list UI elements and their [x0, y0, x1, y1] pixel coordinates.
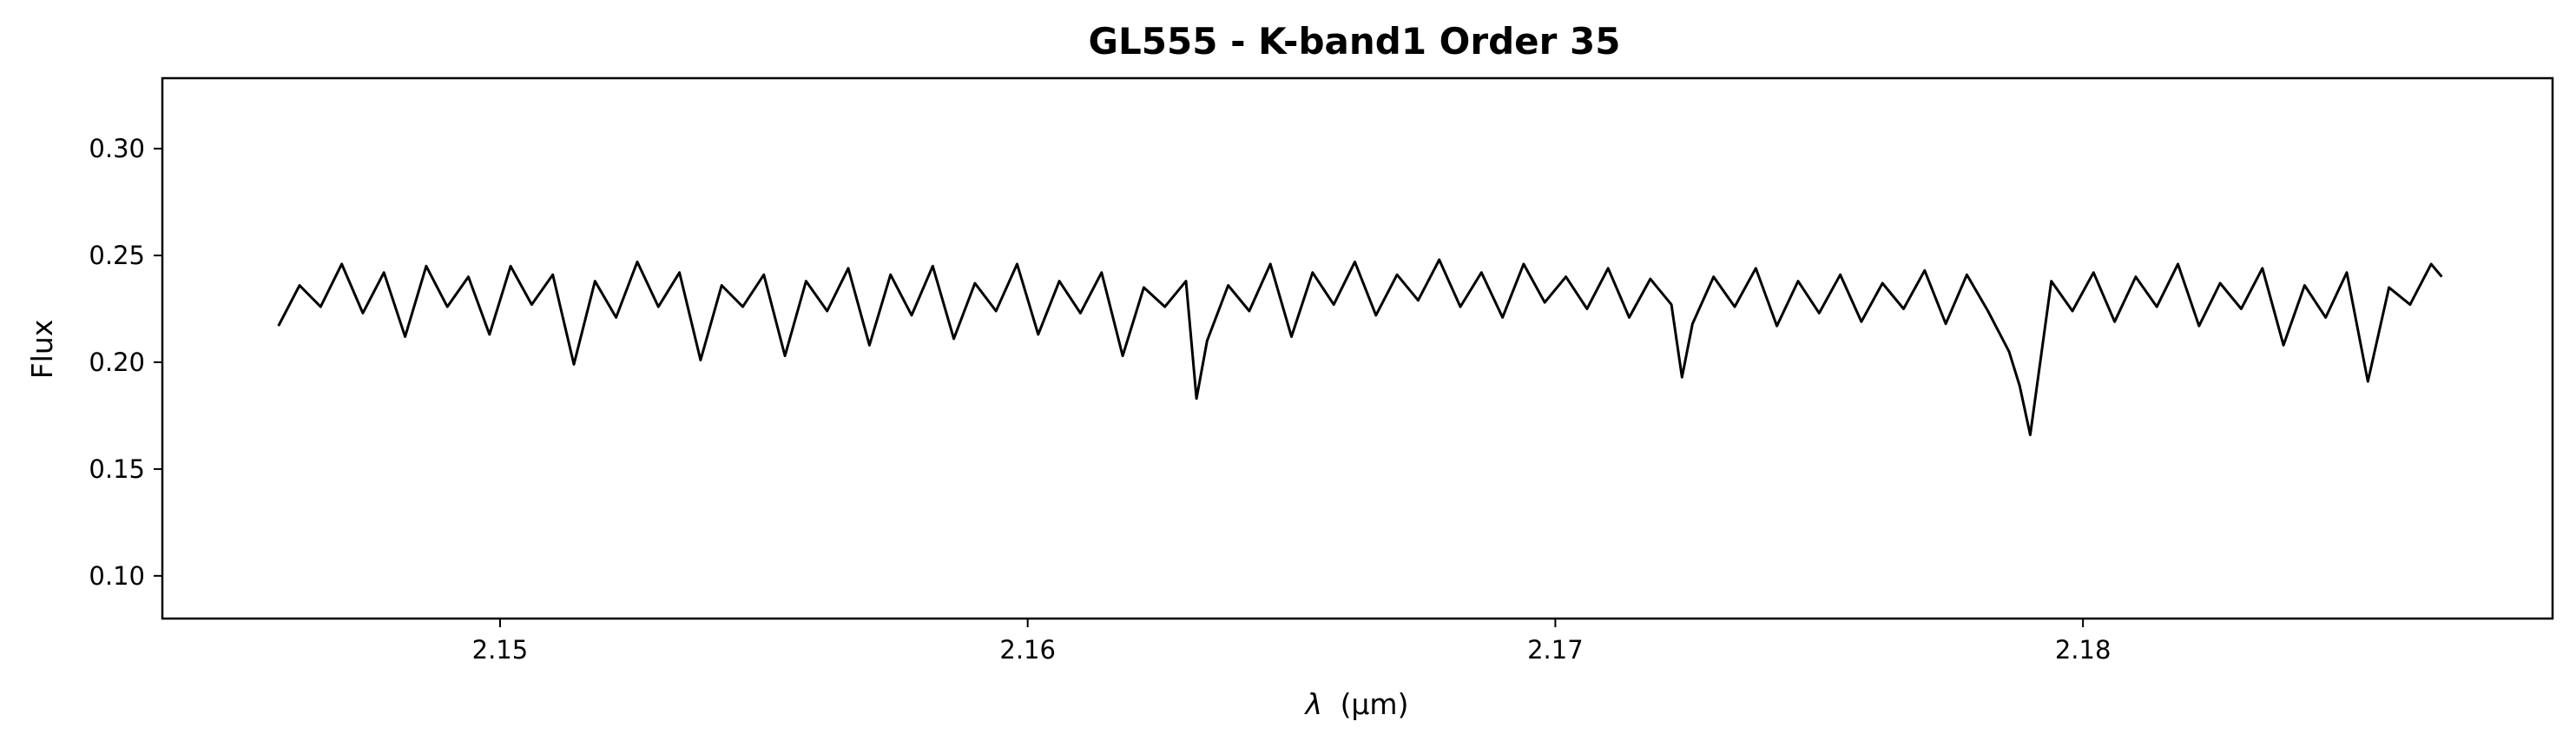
x-axis-ticks: 2.15 2.16 2.17 2.18 [472, 619, 2112, 665]
plot-area-frame [161, 76, 2554, 620]
y-tick-label: 0.25 [89, 241, 145, 270]
y-tick-label: 0.20 [89, 348, 145, 377]
spectrum-line-0 [277, 258, 2443, 437]
x-axis-label: λ (μm) [1304, 687, 1409, 721]
x-tick-label: 2.15 [472, 635, 529, 665]
y-axis-label: Flux [25, 320, 59, 380]
x-axis-label-symbol: λ [1304, 687, 1323, 721]
x-tick-label: 2.18 [2055, 635, 2112, 665]
y-tick-label: 0.30 [89, 134, 145, 163]
x-tick-label: 2.16 [999, 635, 1056, 665]
x-tick-label: 2.17 [1527, 635, 1584, 665]
chart-title: GL555 - K-band1 Order 35 [1089, 20, 1621, 63]
plot-line-layer [277, 258, 2443, 437]
y-axis-ticks: 0.10 0.15 0.20 0.25 0.30 [89, 134, 162, 591]
y-tick-label: 0.15 [89, 454, 145, 484]
y-tick-label: 0.10 [89, 561, 145, 591]
x-axis-label-unit: (μm) [1341, 687, 1409, 721]
